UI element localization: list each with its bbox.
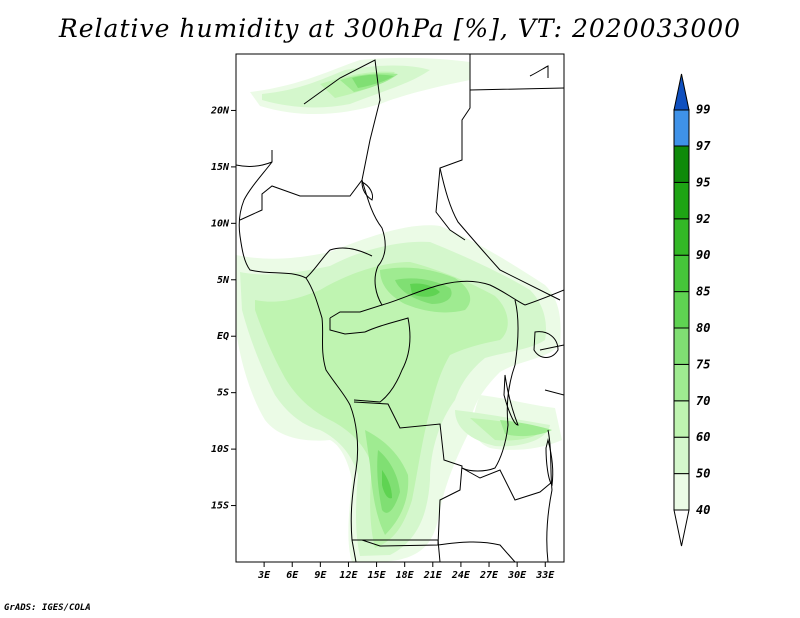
border-libya-egypt [435,54,471,241]
colorbar-level-label: 70 [696,394,710,408]
border-sudan [439,87,564,301]
border-drc-east [461,299,519,472]
lon-tick-label: 30E [507,570,527,581]
border-namibia [352,539,516,562]
colorbar: 40 50 60 70 75 80 85 90 92 95 97 99 [673,73,711,547]
country-boundaries [236,54,564,562]
colorbar-segment [673,145,690,183]
latitude-ticks: 20N 15N 10N 5N EQ 5S 10S 15S [210,105,236,512]
colorbar-segment [673,473,690,511]
colorbar-segment [673,218,690,256]
lon-tick-label: 12E [339,570,358,581]
colorbar-segment [673,327,690,365]
grads-credit: GrADS: IGES/COLA [4,603,91,613]
colorbar-level-label: 50 [696,467,710,481]
colorbar-segment [673,291,690,329]
lake-tanganyika [503,374,519,426]
lon-tick-label: 27E [479,570,499,581]
colorbar-level-label: 85 [696,285,710,299]
lat-tick-label: 5N [217,275,230,286]
lon-tick-label: 6E [286,570,299,581]
lon-tick-label: 24E [451,570,471,581]
sinai-coast [529,65,549,78]
humidity-shading [236,57,562,562]
coastline [236,150,359,562]
border-angola [353,401,463,547]
lake-victoria [533,331,559,358]
map-title: Relative humidity at 300hPa [%], VT: 202… [58,14,742,43]
colorbar-level-label: 95 [696,175,710,189]
colorbar-level-label: 75 [696,357,710,371]
colorbar-level-label: 90 [696,248,710,262]
lon-tick-label: 15E [368,570,387,581]
longitude-ticks: 3E 6E 9E 12E 15E 18E 21E 24E 27E 30E 33E [257,562,555,581]
colorbar-level-label: 92 [696,212,710,226]
lon-tick-label: 9E [314,570,327,581]
border-chad [329,179,386,319]
lat-tick-label: 15S [211,501,229,512]
colorbar-level-label: 40 [696,503,710,517]
colorbar-level-label: 97 [696,139,711,153]
lake-malawi [545,438,554,487]
border-congo [353,317,411,403]
border-car [381,280,526,306]
colorbar-min-triangle [673,509,690,547]
lon-tick-label: 21E [423,570,443,581]
colorbar-segment [673,436,690,475]
colorbar-segment [673,400,690,438]
border-north-africa [239,59,381,221]
border-east-africa [524,289,564,562]
lon-tick-label: 3E [257,570,271,581]
colorbar-segment [673,109,690,147]
border-cameroon [305,247,373,335]
border-zambia [461,467,553,501]
map-frame [235,53,565,563]
colorbar-level-label: 60 [696,430,710,444]
lat-tick-label: 10S [211,444,229,455]
lat-tick-label: 10N [211,218,230,229]
lat-tick-label: 5S [217,388,229,399]
colorbar-level-label: 99 [696,103,710,117]
colorbar-segment [673,363,690,402]
lake-chad [361,181,373,201]
lon-tick-label: 33E [535,570,555,581]
lat-tick-label: EQ [217,331,229,342]
lon-tick-label: 18E [396,570,415,581]
colorbar-segment [673,181,690,220]
colorbar-max-triangle [673,73,690,111]
colorbar-level-label: 80 [696,321,710,335]
colorbar-segment [673,254,690,293]
lat-tick-label: 15N [211,162,230,173]
lat-tick-label: 20N [210,105,230,116]
